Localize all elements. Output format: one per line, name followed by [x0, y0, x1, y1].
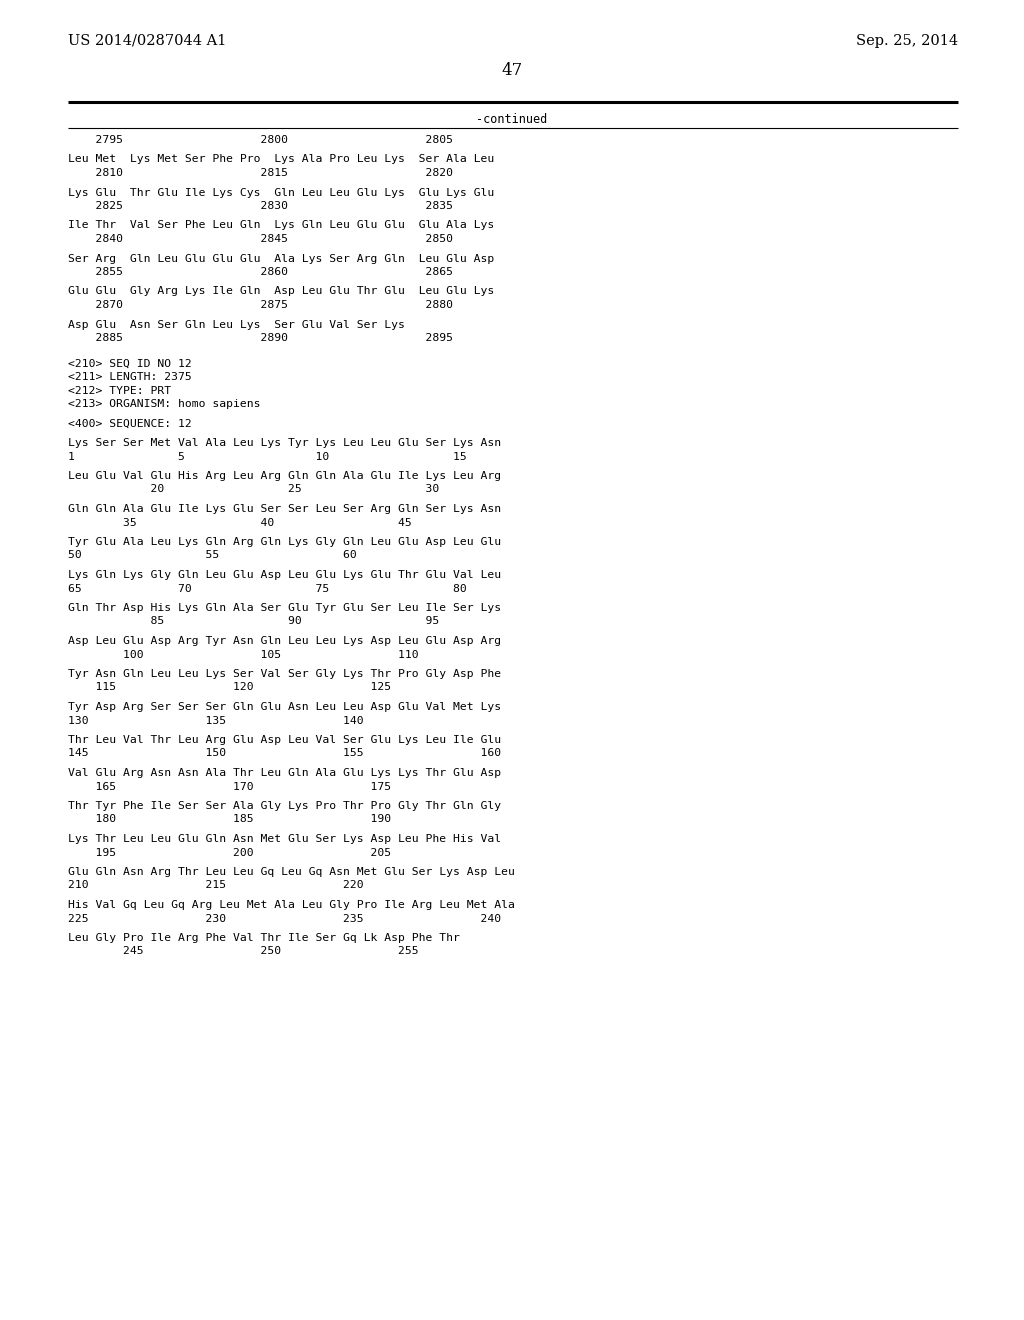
Text: Tyr Asn Gln Leu Leu Lys Ser Val Ser Gly Lys Thr Pro Gly Asp Phe: Tyr Asn Gln Leu Leu Lys Ser Val Ser Gly … [68, 669, 501, 678]
Text: <210> SEQ ID NO 12: <210> SEQ ID NO 12 [68, 359, 191, 368]
Text: -continued: -continued [476, 114, 548, 125]
Text: 2810                    2815                    2820: 2810 2815 2820 [68, 168, 453, 178]
Text: Ser Arg  Gln Leu Glu Glu Glu  Ala Lys Ser Arg Gln  Leu Glu Asp: Ser Arg Gln Leu Glu Glu Glu Ala Lys Ser … [68, 253, 495, 264]
Text: Asp Glu  Asn Ser Gln Leu Lys  Ser Glu Val Ser Lys: Asp Glu Asn Ser Gln Leu Lys Ser Glu Val … [68, 319, 404, 330]
Text: Lys Glu  Thr Glu Ile Lys Cys  Gln Leu Leu Glu Lys  Glu Lys Glu: Lys Glu Thr Glu Ile Lys Cys Gln Leu Leu … [68, 187, 495, 198]
Text: 100                 105                 110: 100 105 110 [68, 649, 419, 660]
Text: 2885                    2890                    2895: 2885 2890 2895 [68, 333, 453, 343]
Text: Leu Met  Lys Met Ser Phe Pro  Lys Ala Pro Leu Lys  Ser Ala Leu: Leu Met Lys Met Ser Phe Pro Lys Ala Pro … [68, 154, 495, 165]
Text: 47: 47 [502, 62, 522, 79]
Text: 130                 135                 140: 130 135 140 [68, 715, 364, 726]
Text: Glu Gln Asn Arg Thr Leu Leu Gq Leu Gq Asn Met Glu Ser Lys Asp Leu: Glu Gln Asn Arg Thr Leu Leu Gq Leu Gq As… [68, 867, 515, 876]
Text: Lys Ser Ser Met Val Ala Leu Lys Tyr Lys Leu Leu Glu Ser Lys Asn: Lys Ser Ser Met Val Ala Leu Lys Tyr Lys … [68, 438, 501, 447]
Text: 35                  40                  45: 35 40 45 [68, 517, 412, 528]
Text: Thr Leu Val Thr Leu Arg Glu Asp Leu Val Ser Glu Lys Leu Ile Glu: Thr Leu Val Thr Leu Arg Glu Asp Leu Val … [68, 735, 501, 744]
Text: 195                 200                 205: 195 200 205 [68, 847, 391, 858]
Text: Tyr Glu Ala Leu Lys Gln Arg Gln Lys Gly Gln Leu Glu Asp Leu Glu: Tyr Glu Ala Leu Lys Gln Arg Gln Lys Gly … [68, 537, 501, 546]
Text: <213> ORGANISM: homo sapiens: <213> ORGANISM: homo sapiens [68, 399, 260, 409]
Text: Val Glu Arg Asn Asn Ala Thr Leu Gln Ala Glu Lys Lys Thr Glu Asp: Val Glu Arg Asn Asn Ala Thr Leu Gln Ala … [68, 768, 501, 777]
Text: Asp Leu Glu Asp Arg Tyr Asn Gln Leu Leu Lys Asp Leu Glu Asp Arg: Asp Leu Glu Asp Arg Tyr Asn Gln Leu Leu … [68, 636, 501, 645]
Text: 165                 170                 175: 165 170 175 [68, 781, 391, 792]
Text: Tyr Asp Arg Ser Ser Ser Gln Glu Asn Leu Leu Asp Glu Val Met Lys: Tyr Asp Arg Ser Ser Ser Gln Glu Asn Leu … [68, 702, 501, 711]
Text: Ile Thr  Val Ser Phe Leu Gln  Lys Gln Leu Glu Glu  Glu Ala Lys: Ile Thr Val Ser Phe Leu Gln Lys Gln Leu … [68, 220, 495, 231]
Text: 1               5                   10                  15: 1 5 10 15 [68, 451, 467, 462]
Text: 145                 150                 155                 160: 145 150 155 160 [68, 748, 501, 759]
Text: 50                  55                  60: 50 55 60 [68, 550, 356, 561]
Text: US 2014/0287044 A1: US 2014/0287044 A1 [68, 34, 226, 48]
Text: 225                 230                 235                 240: 225 230 235 240 [68, 913, 501, 924]
Text: His Val Gq Leu Gq Arg Leu Met Ala Leu Gly Pro Ile Arg Leu Met Ala: His Val Gq Leu Gq Arg Leu Met Ala Leu Gl… [68, 900, 515, 909]
Text: 245                 250                 255: 245 250 255 [68, 946, 419, 957]
Text: <211> LENGTH: 2375: <211> LENGTH: 2375 [68, 372, 191, 381]
Text: <212> TYPE: PRT: <212> TYPE: PRT [68, 385, 171, 396]
Text: Lys Thr Leu Leu Glu Gln Asn Met Glu Ser Lys Asp Leu Phe His Val: Lys Thr Leu Leu Glu Gln Asn Met Glu Ser … [68, 834, 501, 843]
Text: 2795                    2800                    2805: 2795 2800 2805 [68, 135, 453, 145]
Text: <400> SEQUENCE: 12: <400> SEQUENCE: 12 [68, 418, 191, 429]
Text: 65              70                  75                  80: 65 70 75 80 [68, 583, 467, 594]
Text: Leu Gly Pro Ile Arg Phe Val Thr Ile Ser Gq Lk Asp Phe Thr: Leu Gly Pro Ile Arg Phe Val Thr Ile Ser … [68, 933, 460, 942]
Text: 2870                    2875                    2880: 2870 2875 2880 [68, 300, 453, 310]
Text: 210                 215                 220: 210 215 220 [68, 880, 364, 891]
Text: Thr Tyr Phe Ile Ser Ser Ala Gly Lys Pro Thr Pro Gly Thr Gln Gly: Thr Tyr Phe Ile Ser Ser Ala Gly Lys Pro … [68, 801, 501, 810]
Text: 2855                    2860                    2865: 2855 2860 2865 [68, 267, 453, 277]
Text: Gln Thr Asp His Lys Gln Ala Ser Glu Tyr Glu Ser Leu Ile Ser Lys: Gln Thr Asp His Lys Gln Ala Ser Glu Tyr … [68, 603, 501, 612]
Text: Gln Gln Ala Glu Ile Lys Glu Ser Ser Leu Ser Arg Gln Ser Lys Asn: Gln Gln Ala Glu Ile Lys Glu Ser Ser Leu … [68, 504, 501, 513]
Text: 2825                    2830                    2835: 2825 2830 2835 [68, 201, 453, 211]
Text: Sep. 25, 2014: Sep. 25, 2014 [856, 34, 958, 48]
Text: 180                 185                 190: 180 185 190 [68, 814, 391, 825]
Text: 2840                    2845                    2850: 2840 2845 2850 [68, 234, 453, 244]
Text: 115                 120                 125: 115 120 125 [68, 682, 391, 693]
Text: 20                  25                  30: 20 25 30 [68, 484, 439, 495]
Text: 85                  90                  95: 85 90 95 [68, 616, 439, 627]
Text: Lys Gln Lys Gly Gln Leu Glu Asp Leu Glu Lys Glu Thr Glu Val Leu: Lys Gln Lys Gly Gln Leu Glu Asp Leu Glu … [68, 570, 501, 579]
Text: Leu Glu Val Glu His Arg Leu Arg Gln Gln Ala Glu Ile Lys Leu Arg: Leu Glu Val Glu His Arg Leu Arg Gln Gln … [68, 471, 501, 480]
Text: Glu Glu  Gly Arg Lys Ile Gln  Asp Leu Glu Thr Glu  Leu Glu Lys: Glu Glu Gly Arg Lys Ile Gln Asp Leu Glu … [68, 286, 495, 297]
